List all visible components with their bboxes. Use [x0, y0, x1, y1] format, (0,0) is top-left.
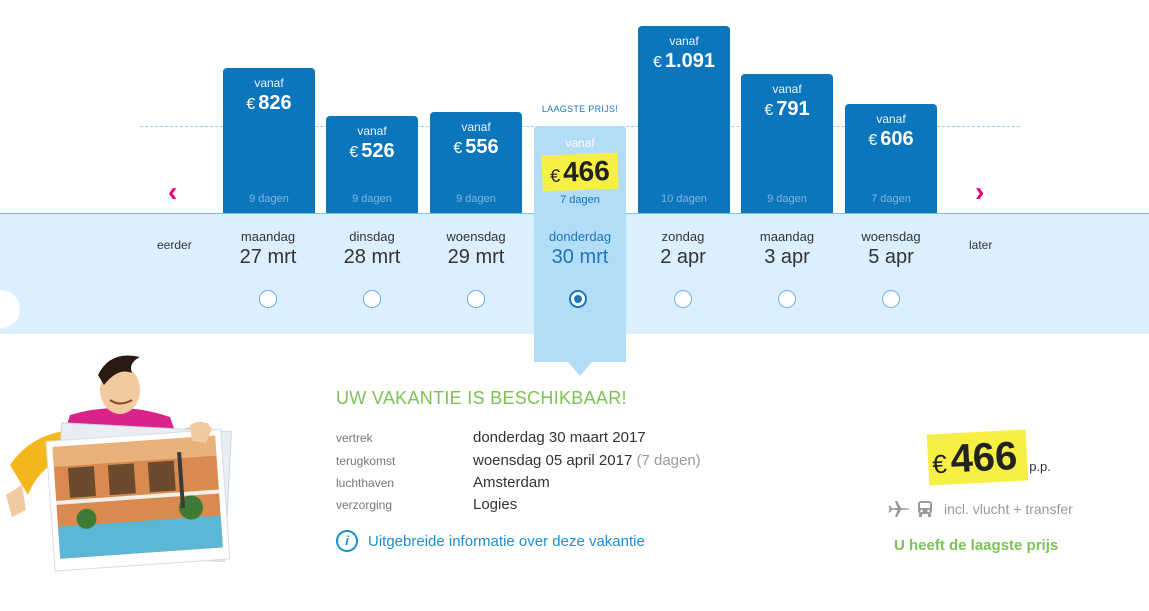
chevron-left-icon[interactable]: ‹	[168, 176, 178, 207]
radio-option-1[interactable]	[363, 290, 381, 308]
date: 5 apr	[868, 246, 914, 268]
bar-days: 9 dagen	[249, 193, 289, 205]
bar-price: €1.091	[653, 50, 715, 72]
bar-days: 9 dagen	[456, 193, 496, 205]
bar-price: €526	[349, 140, 395, 162]
summary-price: €466 p.p.	[926, 429, 1051, 486]
bus-icon	[918, 501, 932, 517]
radio-option-0[interactable]	[259, 290, 277, 308]
bar-days: 7 dagen	[560, 194, 600, 206]
transport-info: incl. vlucht + transfer	[888, 500, 1073, 518]
more-info-link[interactable]: i Uitgebreide informatie over deze vakan…	[336, 530, 645, 552]
label-board: verzorging	[336, 498, 393, 512]
bar-price: €791	[764, 98, 810, 120]
radio-option-6[interactable]	[882, 290, 900, 308]
decorative-cloud	[0, 290, 20, 328]
date: 29 mrt	[447, 246, 505, 268]
date: 3 apr	[764, 246, 810, 268]
weekday: maandag	[759, 229, 815, 244]
date: 27 mrt	[239, 246, 297, 268]
bar-price-highlighted: €466	[534, 152, 626, 192]
label-return: terugkomst	[336, 454, 396, 468]
info-icon: i	[336, 530, 358, 552]
vanaf-label: vanaf	[357, 124, 387, 138]
return-duration: (7 dagen)	[636, 452, 701, 469]
per-person: p.p.	[1029, 459, 1051, 474]
chevron-right-icon[interactable]: ›	[975, 176, 985, 207]
availability-title: UW VAKANTIE IS BESCHIKBAAR!	[336, 388, 627, 408]
price-bar-0[interactable]: vanaf €826 9 dagen	[223, 68, 315, 213]
weekday: dinsdag	[349, 229, 395, 244]
bar-days: 9 dagen	[767, 193, 807, 205]
earlier-button[interactable]: eerder	[157, 238, 192, 252]
vanaf-label: vanaf	[565, 136, 595, 150]
weekday: donderdag	[548, 229, 612, 244]
value-board: Logies	[473, 496, 518, 513]
vanaf-label: vanaf	[254, 76, 284, 90]
price-bar-3-selected[interactable]: vanaf €466 7 dagen	[534, 126, 626, 213]
date: 2 apr	[660, 246, 706, 268]
vanaf-label: vanaf	[876, 112, 906, 126]
lowest-price-tag: LAAGSTE PRIJS!	[541, 104, 619, 114]
bar-days: 9 dagen	[352, 193, 392, 205]
price-bar-6[interactable]: vanaf €606 7 dagen	[845, 104, 937, 213]
bar-price: €606	[868, 128, 914, 150]
bar-days: 10 dagen	[661, 193, 707, 205]
selected-pointer	[568, 362, 592, 376]
day-option-5[interactable]: maandag 3 apr	[735, 229, 839, 269]
label-departure: vertrek	[336, 431, 373, 445]
day-option-1[interactable]: dinsdag 28 mrt	[320, 229, 424, 269]
date: 28 mrt	[343, 246, 401, 268]
weekday: maandag	[240, 229, 296, 244]
value-airport: Amsterdam	[473, 474, 550, 491]
vanaf-label: vanaf	[669, 34, 699, 48]
transport-label: incl. vlucht + transfer	[944, 501, 1073, 517]
day-option-4[interactable]: zondag 2 apr	[631, 229, 735, 269]
plane-icon	[888, 501, 909, 517]
day-option-0[interactable]: maandag 27 mrt	[216, 229, 320, 269]
day-option-3-selected[interactable]: donderdag 30 mrt	[528, 229, 632, 269]
weekday: woensdag	[861, 229, 921, 244]
vanaf-label: vanaf	[772, 82, 802, 96]
price-bar-4[interactable]: vanaf €1.091 10 dagen	[638, 26, 730, 213]
price-bar-2[interactable]: vanaf €556 9 dagen	[430, 112, 522, 213]
vanaf-label: vanaf	[461, 120, 491, 134]
radio-option-4[interactable]	[674, 290, 692, 308]
later-button[interactable]: later	[969, 238, 993, 252]
radio-option-5[interactable]	[778, 290, 796, 308]
value-return: woensdag 05 april 2017 (7 dagen)	[473, 452, 701, 469]
weekday: zondag	[661, 229, 705, 244]
price-bar-5[interactable]: vanaf €791 9 dagen	[741, 74, 833, 213]
label-airport: luchthaven	[336, 476, 395, 490]
bar-price: €826	[246, 92, 292, 114]
date: 30 mrt	[551, 246, 609, 268]
weekday: woensdag	[446, 229, 506, 244]
bar-price: €556	[453, 136, 499, 158]
day-option-2[interactable]: woensdag 29 mrt	[424, 229, 528, 269]
radio-option-2[interactable]	[467, 290, 485, 308]
value-departure: donderdag 30 maart 2017	[473, 429, 646, 446]
more-info-label: Uitgebreide informatie over deze vakanti…	[368, 532, 645, 550]
mascot-with-hotel-photo	[0, 345, 240, 575]
lowest-price-message: U heeft de laagste prijs	[894, 537, 1059, 554]
selected-column-highlight	[534, 213, 626, 362]
bar-days: 7 dagen	[871, 193, 911, 205]
price-bar-1[interactable]: vanaf €526 9 dagen	[326, 116, 418, 213]
day-option-6[interactable]: woensdag 5 apr	[839, 229, 943, 269]
radio-option-3-checked[interactable]	[569, 290, 587, 308]
